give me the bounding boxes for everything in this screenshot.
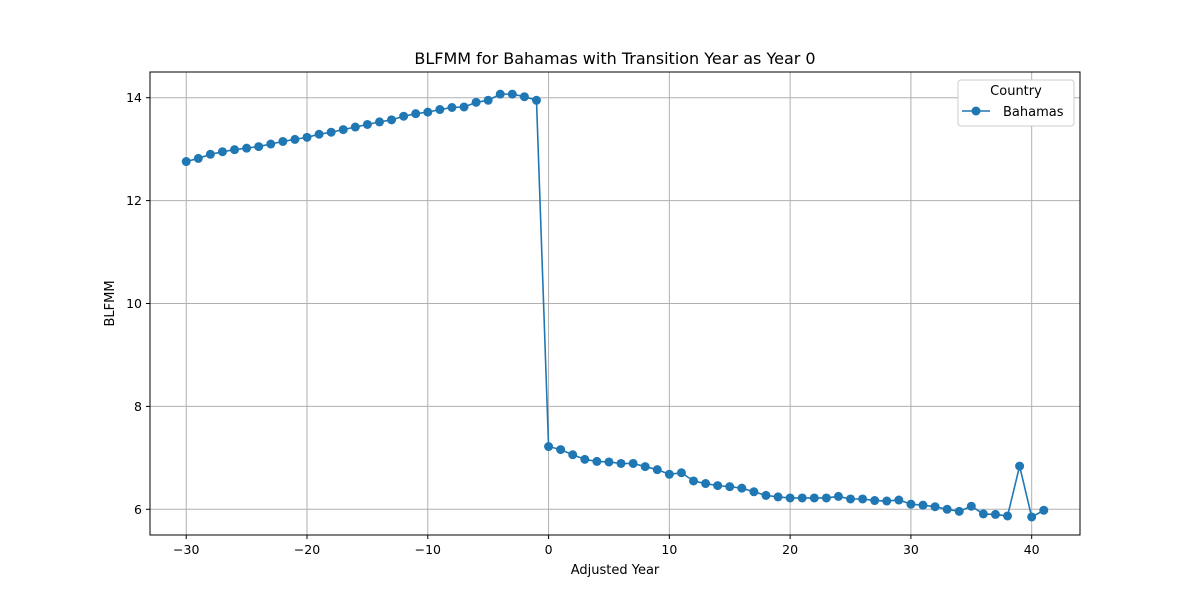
legend-title: Country	[990, 84, 1042, 99]
gridlines	[150, 72, 1080, 535]
x-tick-label: −10	[415, 542, 441, 557]
x-tick-label: −30	[173, 542, 199, 557]
data-point	[1039, 505, 1049, 515]
data-point	[821, 493, 831, 503]
data-point	[314, 129, 324, 139]
x-tick-label: 10	[661, 542, 677, 557]
data-point	[978, 509, 988, 519]
data-point	[230, 145, 240, 155]
data-point	[483, 95, 493, 105]
data-point	[374, 117, 384, 127]
legend-marker-swatch	[971, 106, 981, 116]
y-axis-ticks: 6 8 10 12 14	[126, 90, 150, 517]
data-point	[507, 89, 517, 99]
data-point	[713, 481, 723, 491]
data-point	[181, 157, 191, 167]
data-point	[640, 462, 650, 472]
data-point	[592, 456, 602, 466]
data-point	[676, 468, 686, 478]
data-point	[278, 136, 288, 146]
x-tick-label: −20	[294, 542, 320, 557]
x-tick-label: 0	[545, 542, 553, 557]
data-point	[954, 506, 964, 516]
data-point	[833, 491, 843, 501]
data-point	[894, 495, 904, 505]
legend-box	[957, 79, 1075, 127]
data-point	[737, 483, 747, 493]
y-axis-label: BLFMM	[103, 280, 118, 326]
data-point	[242, 143, 252, 153]
data-point	[616, 458, 626, 468]
data-point	[906, 499, 916, 509]
data-point	[725, 482, 735, 492]
data-point	[362, 119, 372, 129]
data-point	[652, 465, 662, 475]
data-point	[556, 445, 566, 455]
data-point	[568, 450, 578, 460]
data-point	[1027, 512, 1037, 522]
data-point	[664, 469, 674, 479]
chart-title: BLFMM for Bahamas with Transition Year a…	[414, 49, 815, 68]
data-point	[254, 142, 264, 152]
data-point	[459, 102, 469, 112]
data-point	[519, 92, 529, 102]
data-point	[193, 153, 203, 163]
data-point	[544, 442, 554, 452]
data-point	[1015, 461, 1025, 471]
y-tick-label: 14	[126, 90, 142, 105]
data-point	[435, 105, 445, 115]
legend-label-bahamas: Bahamas	[1003, 105, 1064, 120]
data-point	[217, 147, 227, 157]
data-point	[870, 496, 880, 506]
data-point	[797, 493, 807, 503]
data-point	[809, 493, 819, 503]
data-point	[785, 493, 795, 503]
data-point	[966, 501, 976, 511]
x-tick-label: 30	[903, 542, 919, 557]
data-point	[918, 500, 928, 510]
data-point	[761, 490, 771, 500]
data-point	[628, 458, 638, 468]
x-tick-label: 40	[1024, 542, 1040, 557]
data-point	[942, 504, 952, 514]
y-tick-label: 8	[134, 399, 142, 414]
x-axis-ticks: −30 −20 −10 0 10 20 30 40	[173, 535, 1040, 557]
data-point	[495, 89, 505, 99]
data-point	[411, 109, 421, 119]
x-axis-label: Adjusted Year	[571, 563, 660, 578]
data-series-layer	[181, 89, 1049, 522]
data-point	[1003, 511, 1013, 521]
data-point	[266, 139, 276, 149]
y-tick-label: 10	[126, 296, 142, 311]
data-point	[930, 502, 940, 512]
data-point	[387, 115, 397, 125]
data-point	[338, 125, 348, 135]
data-point	[399, 111, 409, 121]
data-point	[990, 509, 1000, 519]
data-point	[580, 454, 590, 464]
data-point	[531, 95, 541, 105]
legend: Country Bahamas	[957, 79, 1075, 127]
data-point	[447, 102, 457, 112]
data-point	[423, 107, 433, 117]
y-tick-label: 12	[126, 193, 142, 208]
data-point	[749, 487, 759, 497]
data-point	[471, 97, 481, 107]
x-tick-label: 20	[782, 542, 798, 557]
data-point	[205, 149, 215, 159]
y-tick-label: 6	[134, 502, 142, 517]
data-point	[604, 457, 614, 467]
data-point	[326, 127, 336, 137]
data-point	[290, 134, 300, 144]
data-point	[689, 476, 699, 486]
data-point	[701, 479, 711, 489]
data-point	[350, 122, 360, 132]
data-point	[882, 496, 892, 506]
data-point	[846, 494, 856, 504]
data-point	[302, 132, 312, 142]
data-point	[858, 494, 868, 504]
data-point	[773, 492, 783, 502]
